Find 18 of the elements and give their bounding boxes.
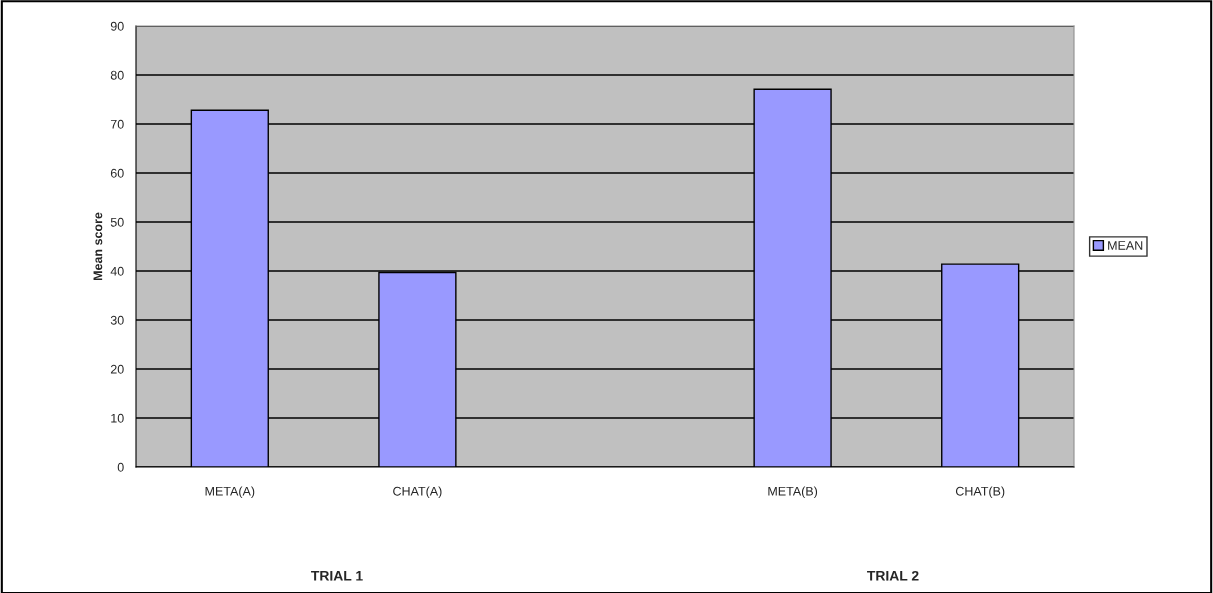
y-tick-label: 50	[110, 217, 124, 227]
y-axis-title: Mean score	[93, 212, 103, 281]
y-tick-label: 90	[110, 21, 124, 31]
y-tick-label: 10	[111, 413, 124, 423]
y-tick-label: 30	[110, 315, 124, 325]
text: TRIAL 2	[867, 570, 919, 581]
y-tick-label: 80	[110, 70, 124, 80]
x-tick-label: CHAT(B)	[955, 486, 1005, 499]
x-tick-label: META(B)	[768, 486, 818, 499]
y-tick-label: 60	[110, 168, 124, 178]
y-tick-label: 40	[110, 266, 124, 276]
text: TRIAL 1	[311, 571, 363, 581]
x-tick-label: META(A)	[205, 486, 255, 499]
y-tick-label: 20	[110, 364, 124, 374]
y-tick-label: 70	[110, 119, 124, 129]
x-tick-label: CHAT(A)	[393, 486, 442, 499]
legend-label: MEAN	[1108, 241, 1143, 250]
y-tick-label: 0	[117, 462, 124, 472]
